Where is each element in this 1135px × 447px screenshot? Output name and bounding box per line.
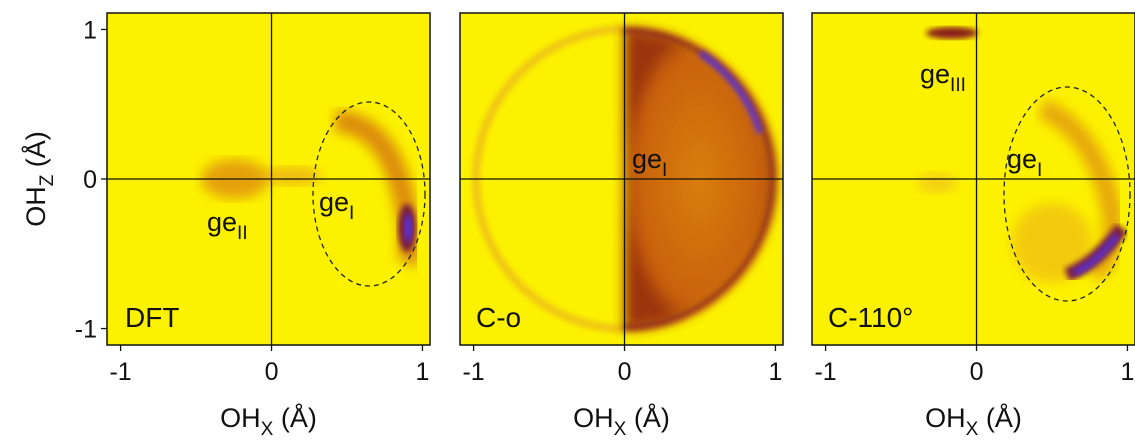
x-tick-label: -1 xyxy=(109,358,131,386)
x-axis-label-base: OH xyxy=(925,403,966,433)
panel-label: C-o xyxy=(476,302,521,333)
annotation-text: ge xyxy=(319,187,349,217)
annotation-sub: III xyxy=(950,75,966,96)
x-axis-label: OHX (Å) xyxy=(925,402,1022,440)
y-tick-label: 0 xyxy=(83,166,97,194)
x-axis-label-sub: X xyxy=(966,419,979,440)
x-axis-label-unit: (Å) xyxy=(626,402,670,433)
annotation-text: ge xyxy=(207,207,237,237)
y-tick-label: -1 xyxy=(75,316,97,344)
y-axis-label-sub: Z xyxy=(37,174,58,186)
annotation-text: ge xyxy=(1007,144,1037,174)
y-axis-label-group: OHZ (Å) xyxy=(20,131,58,227)
annotation-text: ge xyxy=(920,59,950,89)
x-axis-label-unit: (Å) xyxy=(978,402,1022,433)
y-axis-label: OHZ (Å) xyxy=(20,131,58,227)
y-axis-label-unit: (Å) xyxy=(20,131,51,175)
annotation: geI xyxy=(632,144,667,181)
annotation-sub: I xyxy=(662,160,667,181)
x-tick-label: 0 xyxy=(970,358,984,386)
annotation-sub: II xyxy=(237,223,248,244)
annotation: geI xyxy=(319,187,354,224)
annotation: geII xyxy=(207,207,248,244)
y-axis-label-base: OH xyxy=(21,186,51,227)
x-tick-label: 1 xyxy=(1121,358,1135,386)
y-tick-label: 1 xyxy=(83,16,97,44)
x-tick-label: -1 xyxy=(814,358,836,386)
x-axis-label: OHX (Å) xyxy=(220,402,317,440)
annotation: geI xyxy=(1007,144,1042,181)
x-axis-label-base: OH xyxy=(573,403,614,433)
annotation: geIII xyxy=(920,59,966,96)
x-axis-label-unit: (Å) xyxy=(273,402,317,433)
x-tick-label: 0 xyxy=(618,358,632,386)
x-axis-label-sub: X xyxy=(614,419,627,440)
annotation-sub: I xyxy=(1037,160,1042,181)
x-tick-label: 0 xyxy=(265,358,279,386)
frame xyxy=(459,12,784,346)
x-axis-label-base: OH xyxy=(220,403,261,433)
annotation-sub: I xyxy=(349,203,354,224)
x-tick-label: 1 xyxy=(769,358,783,386)
annotation-text: ge xyxy=(632,144,662,174)
panel: geI C-o -1 0 1 OHX (Å) xyxy=(459,12,784,440)
panel-label: C-110° xyxy=(828,302,913,333)
x-tick-label: 1 xyxy=(416,358,430,386)
x-axis-label-sub: X xyxy=(261,419,274,440)
x-axis-label: OHX (Å) xyxy=(573,402,670,440)
frame xyxy=(811,12,1135,346)
panel-label: DFT xyxy=(125,302,179,333)
x-tick-label: -1 xyxy=(462,358,484,386)
